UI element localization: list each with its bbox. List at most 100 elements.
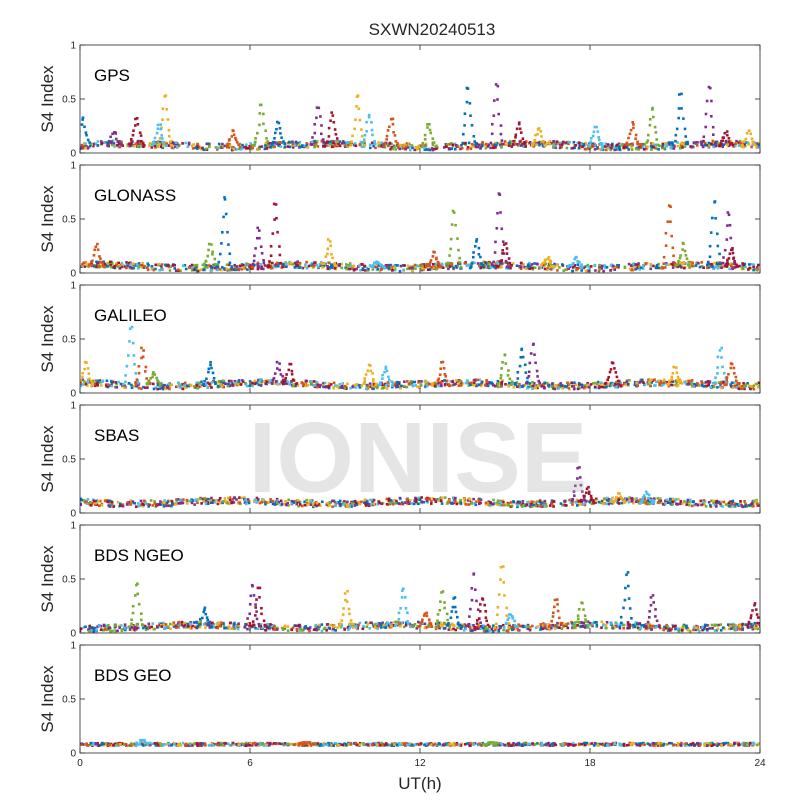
data-point [454,264,458,268]
data-point [496,503,499,506]
data-point [446,143,449,146]
data-point [381,383,384,386]
data-point [424,142,428,146]
data-point [172,625,176,628]
spike-point [499,132,503,136]
spike-point [271,382,274,385]
data-point [366,387,370,390]
data-point [408,266,412,270]
data-point [521,500,525,503]
data-point [221,142,224,146]
data-point [124,628,127,632]
spike-point [634,133,638,137]
spike-point [281,375,284,378]
data-point [581,384,584,387]
data-point [236,265,239,268]
data-point [397,382,401,385]
data-point [137,262,141,265]
data-point [483,143,487,147]
data-point [665,262,668,265]
data-point [547,384,551,388]
data-point [363,501,366,504]
spike-point [529,352,533,355]
data-point [152,387,156,391]
data-point [741,262,744,265]
spike-point [269,245,273,248]
data-point [322,145,325,148]
spike-point [103,265,106,268]
data-point [204,147,208,151]
data-point [508,141,511,145]
data-point [519,267,523,270]
data-point [688,498,692,502]
data-point [531,384,535,388]
spike-point [528,361,532,365]
data-point [709,386,712,389]
data-point [133,145,136,148]
spike-point [709,86,712,90]
spike-point [136,123,140,126]
spike-point [726,224,729,227]
spike-point [227,243,230,246]
data-point [316,145,320,148]
data-point [402,625,406,629]
data-point [580,385,584,389]
data-point [396,264,399,267]
data-point [96,144,100,147]
data-point [425,148,429,151]
data-point [346,382,349,386]
data-point [561,140,565,144]
data-point [668,143,671,146]
data-point [351,502,354,505]
data-point [621,143,624,146]
data-point [223,144,227,148]
data-point [137,265,141,268]
data-point [468,498,472,501]
spike-point [131,133,135,137]
data-point [594,381,597,385]
data-point [104,264,108,267]
data-point [82,499,86,502]
data-point [247,147,250,150]
spike-point [374,143,377,146]
data-point [637,265,641,268]
data-point [719,504,723,507]
spike-point [256,131,259,135]
data-point [190,266,194,270]
data-point [329,142,332,146]
data-point [431,497,435,500]
data-point [302,144,306,148]
data-point [469,147,473,151]
data-point [554,142,557,146]
data-point [295,628,299,631]
data-point [86,381,90,385]
data-point [628,267,632,271]
spike-point [713,200,717,203]
data-point [144,502,148,505]
data-point [484,261,488,265]
spike-point [437,377,441,381]
spike-point [262,259,265,262]
spike-point [165,144,168,147]
spike-point [142,142,145,145]
data-point [518,140,522,143]
data-point [536,384,540,388]
data-point [85,381,88,384]
data-point [559,143,562,147]
spike-point [253,144,256,147]
spike-point [489,141,493,145]
data-point [314,143,318,146]
spike-point [575,255,578,259]
data-point [487,264,490,268]
spike-point [219,252,222,256]
spike-point [733,262,736,265]
data-point [752,387,756,391]
spike-point [141,355,145,359]
spike-point [720,346,723,350]
data-point [611,382,614,386]
spike-point [83,125,86,129]
data-point [743,142,746,146]
data-point [85,263,89,267]
data-point [357,500,361,504]
data-point [456,145,460,148]
